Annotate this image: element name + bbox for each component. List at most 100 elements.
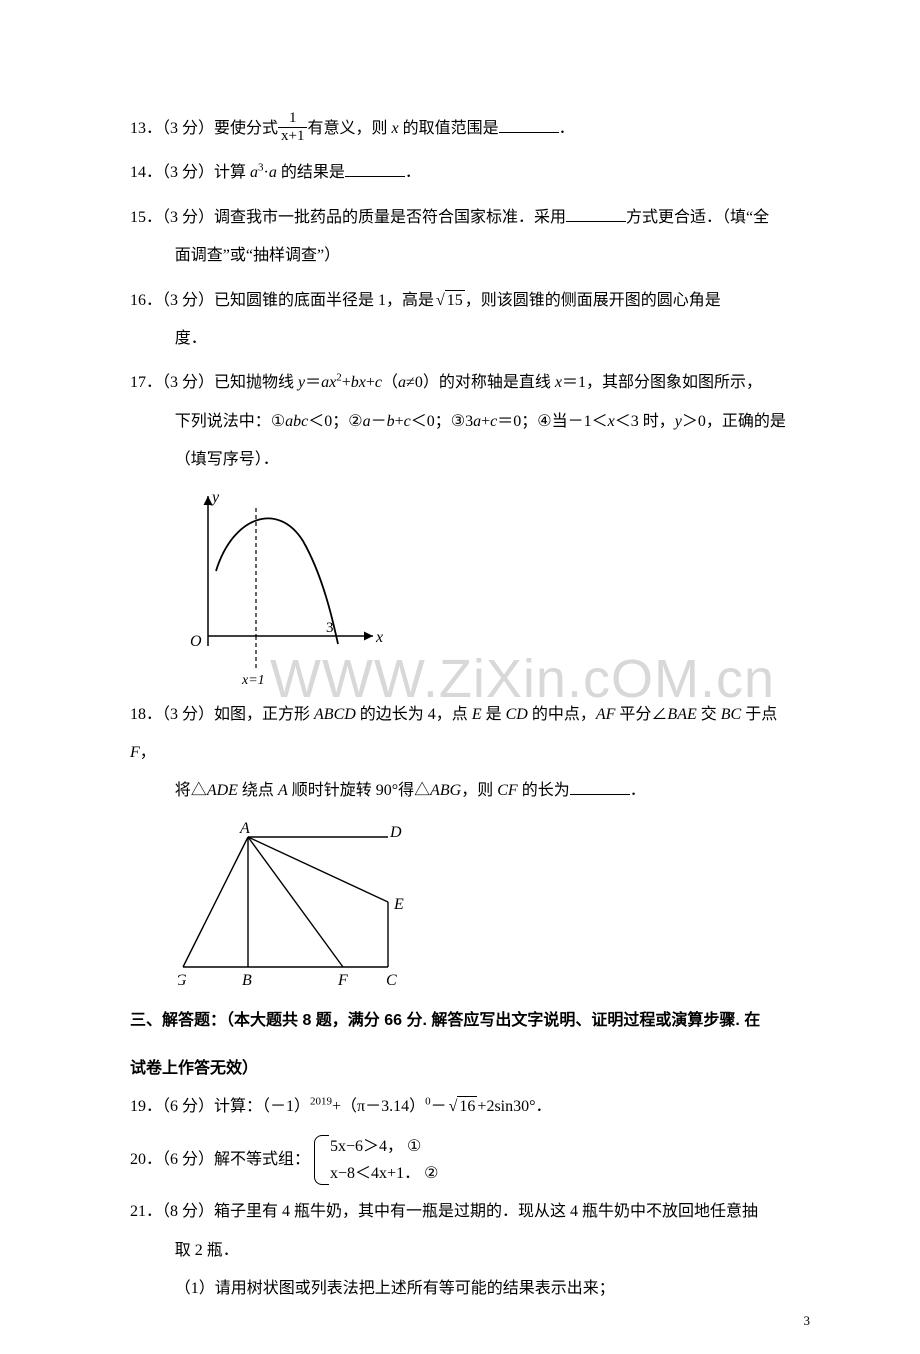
- question-19: 19．（6 分）计算：（－1）2019+（π－3.14）0－16+2sin30°…: [130, 1088, 800, 1126]
- label-O: O: [190, 633, 202, 650]
- t: 18．（3 分）如图，正方形: [130, 706, 314, 723]
- c2: ②: [348, 413, 362, 430]
- q14-mid: 的结果是: [277, 164, 345, 181]
- q16-l1a: 16．（3 分）已知圆锥的底面半径是 1，高是: [130, 292, 434, 309]
- c: c: [375, 374, 382, 391]
- q15-l1b: 方式更合适．（填“全: [626, 209, 769, 226]
- sys-line-2: x−8＜4x+1． ②: [330, 1160, 438, 1187]
- a: a: [250, 164, 258, 181]
- neq0: ≠0: [406, 374, 423, 391]
- p3: +: [481, 413, 490, 430]
- eq0: ＝0；: [497, 413, 537, 430]
- t: 是: [482, 706, 506, 723]
- frac-top: 1: [278, 110, 307, 128]
- t: 将△: [175, 782, 207, 799]
- question-20: 20．（6 分）解不等式组： 5x−6＞4， ① x−8＜4x+1． ②: [130, 1133, 800, 1187]
- svg-text:C: C: [386, 972, 397, 989]
- blank: [566, 205, 626, 222]
- page-content: 13．（3 分）要使分式1x+1有意义，则 x 的取值范围是． 14．（3 分）…: [130, 110, 800, 1308]
- label-3: 3: [326, 620, 334, 636]
- t: 的长为: [518, 782, 570, 799]
- c1: ①: [407, 1138, 421, 1155]
- CD: CD: [506, 706, 528, 723]
- question-16: 16．（3 分）已知圆锥的底面半径是 1，高是 15，则该圆锥的侧面展开图的圆心角…: [130, 282, 800, 359]
- a3: a: [473, 413, 481, 430]
- q18-l2: 将△ADE 绕点 A 顺时针旋转 90°得△ABG，则 CF 的长为．: [130, 772, 800, 810]
- c2: ②: [424, 1165, 438, 1182]
- AF: AF: [596, 706, 616, 723]
- x2: x: [359, 374, 366, 391]
- comma: ，: [140, 744, 156, 761]
- section-3-head-l2: 试卷上作答无效）: [130, 1050, 800, 1088]
- sys-line-1: 5x−6＞4， ①: [330, 1133, 438, 1160]
- lt3: ＜3 时，: [615, 413, 675, 430]
- sqrt-icon: 15: [434, 282, 465, 320]
- rp-txt: ）的对称轴是直线: [423, 374, 555, 391]
- a2: a: [269, 164, 277, 181]
- a: a: [321, 374, 329, 391]
- t: 下列说法中：: [175, 413, 271, 430]
- n3: 3: [465, 413, 473, 430]
- q16-l1b: ，则该圆锥的侧面展开图的圆心角是: [465, 292, 721, 309]
- q21-l1: 21．（8 分）箱子里有 4 瓶牛奶，其中有一瓶是过期的．现从这 4 瓶牛奶中不…: [130, 1203, 758, 1220]
- frac-bot: x+1: [278, 128, 307, 145]
- c4: ④当－1＜: [537, 413, 607, 430]
- a2: a: [363, 413, 371, 430]
- question-17: 17．（3 分）已知抛物线 y＝ax2+bx+c（a≠0）的对称轴是直线 x＝1…: [130, 364, 800, 685]
- label-y: y: [210, 489, 220, 506]
- eq: ＝: [305, 374, 321, 391]
- svg-text:F: F: [337, 972, 348, 989]
- t: 绕点: [238, 782, 278, 799]
- q13-prefix: 13．（3 分）要使分式: [130, 120, 278, 137]
- q16-l2: 度．: [130, 320, 800, 358]
- q13-tail: 的取值范围是: [399, 120, 499, 137]
- axis-x: x: [555, 374, 562, 391]
- q15-l2: 面调查”或“抽样调查”）: [130, 237, 800, 275]
- q13-mid: 有意义，则: [307, 120, 391, 137]
- minus: －: [431, 1098, 447, 1115]
- t: 交: [697, 706, 721, 723]
- c1: ①: [271, 413, 285, 430]
- ln1: 5x−6＞4，: [330, 1138, 403, 1155]
- label-x: x: [375, 629, 383, 646]
- axis-eq: ＝1，其部分图象如图所示，: [562, 374, 762, 391]
- t: +（π－3.14）: [332, 1098, 425, 1115]
- tail: +2sin30°．: [477, 1098, 551, 1115]
- E: E: [472, 706, 482, 723]
- q15-l1a: 15．（3 分）调查我市一批药品的质量是否符合国家标准．采用: [130, 209, 566, 226]
- plus2: +: [366, 374, 375, 391]
- c3: ③: [451, 413, 465, 430]
- period: ．: [630, 782, 646, 799]
- sqrt16: 16: [457, 1096, 477, 1116]
- q21-l2: 取 2 瓶．: [130, 1232, 800, 1270]
- question-15: 15．（3 分）调查我市一批药品的质量是否符合国家标准．采用 方式更合适．（填“全…: [130, 199, 800, 276]
- svg-text:E: E: [393, 896, 404, 913]
- t: 20．（6 分）解不等式组：: [130, 1151, 310, 1168]
- ln2: x−8＜4x+1．: [330, 1165, 420, 1182]
- q18-figure: A D E G B F C: [130, 817, 800, 992]
- svg-text:D: D: [389, 824, 402, 841]
- geometry-icon: A D E G B F C: [178, 817, 438, 992]
- question-13: 13．（3 分）要使分式1x+1有意义，则 x 的取值范围是．: [130, 110, 800, 148]
- question-21: 21．（8 分）箱子里有 4 瓶牛奶，其中有一瓶是过期的．现从这 4 瓶牛奶中不…: [130, 1193, 800, 1308]
- sqrt-arg: 15: [445, 290, 465, 310]
- t: 顺时针旋转 90°得△: [288, 782, 430, 799]
- c2v: c: [404, 413, 411, 430]
- y4: y: [675, 413, 682, 430]
- q17-l1: 17．（3 分）已知抛物线: [130, 374, 298, 391]
- q17-l3: （填写序号）．: [130, 441, 800, 479]
- sup2019: 2019: [310, 1096, 332, 1108]
- t: 19．（6 分）计算：（－1）: [130, 1098, 310, 1115]
- blank: [345, 160, 405, 177]
- b2: b: [387, 413, 395, 430]
- t: ，则: [461, 782, 497, 799]
- p2: +: [395, 413, 404, 430]
- svg-text:B: B: [242, 972, 252, 989]
- plus: +: [342, 374, 351, 391]
- F: F: [130, 744, 140, 761]
- t: 平分∠: [615, 706, 667, 723]
- t: 的中点，: [528, 706, 596, 723]
- ADE: ADE: [207, 782, 238, 799]
- q13-fraction: 1x+1: [278, 110, 307, 144]
- gt0: ＞0，正确的是: [682, 413, 786, 430]
